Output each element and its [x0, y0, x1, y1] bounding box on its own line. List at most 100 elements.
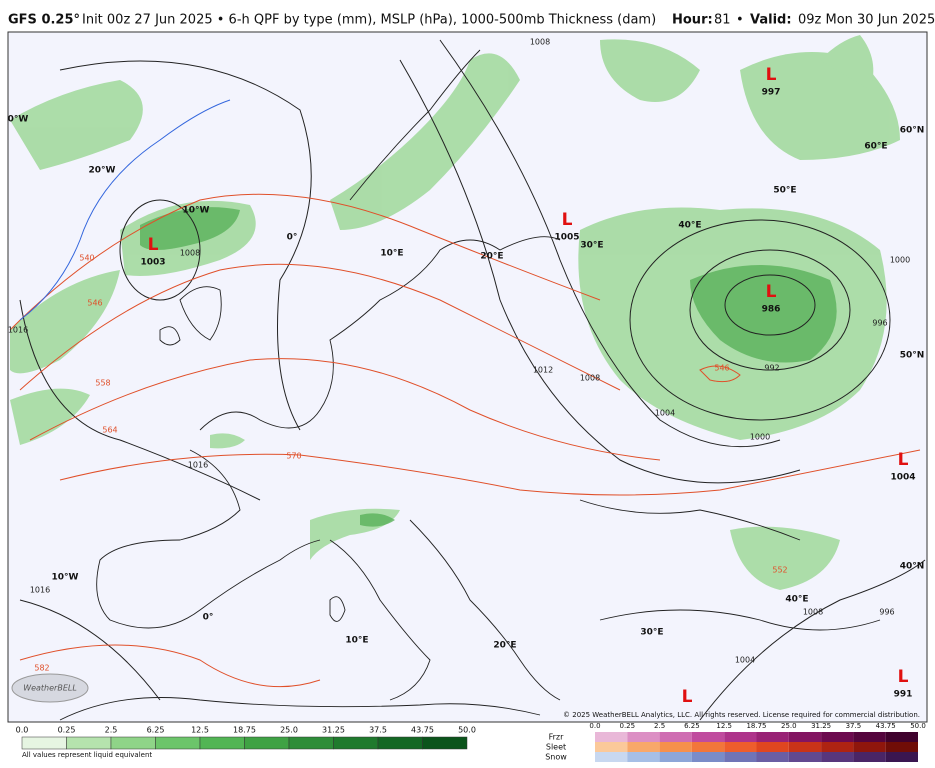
- rain-swatch: [155, 736, 201, 750]
- mixed-swatch: [821, 732, 854, 742]
- isobar-label: 1008: [803, 608, 823, 617]
- mixed-swatch: [724, 732, 757, 742]
- mixed-swatch: [724, 752, 757, 762]
- isobar-label: 1016: [8, 326, 28, 335]
- mixed-tick: 50.0: [910, 722, 926, 730]
- rain-tick: 31.25: [322, 726, 345, 735]
- pressure-value: 997: [762, 88, 781, 98]
- map: L 1003 L 1005 L 997 L 986 L 1004 L 991 L 0°W 20°W 10°W 0…: [7, 31, 928, 723]
- mixed-swatch: [821, 742, 854, 752]
- rain-tick: 2.5: [105, 726, 118, 735]
- grid-label: 0°: [287, 233, 298, 243]
- grid-label: 50°N: [900, 351, 925, 361]
- grid-label: 20°E: [480, 252, 503, 262]
- grid-label: 30°E: [640, 628, 663, 638]
- isobars: [19, 39, 926, 721]
- precip-heavy: [140, 207, 837, 527]
- rain-tick: 6.25: [147, 726, 165, 735]
- grid-label: 10°E: [345, 636, 368, 646]
- grid-label: 10°E: [380, 249, 403, 259]
- mixed-swatch: [595, 742, 628, 752]
- mixed-tick: 31.25: [811, 722, 831, 730]
- isobar-label: 1000: [750, 433, 770, 442]
- thickness-label: 558: [95, 379, 110, 388]
- mixed-tick: 25.0: [781, 722, 797, 730]
- grid-label: 10°W: [183, 206, 210, 216]
- mixed-swatch: [595, 752, 628, 762]
- rain-swatch: [244, 736, 290, 750]
- mixed-swatch: [595, 732, 628, 742]
- separator: •: [736, 13, 744, 28]
- mixed-swatch: [885, 732, 918, 742]
- rain-tick: 12.5: [191, 726, 209, 735]
- legend: 0.0 0.25 2.5 6.25 12.5 18.75 25.0 31.25 37.5 43.7…: [11, 673, 926, 762]
- pressure-value: 1005: [554, 233, 579, 243]
- mixed-tick: 0.25: [620, 722, 636, 730]
- mixed-tick: 12.5: [716, 722, 732, 730]
- isobar-label: 1008: [530, 38, 550, 47]
- grid-label: 60°E: [864, 142, 887, 152]
- mixed-swatch: [659, 752, 692, 762]
- thickness-label: 582: [34, 664, 49, 673]
- rain-tick: 0.25: [58, 726, 76, 735]
- thickness-540: [19, 99, 231, 321]
- low-symbol: L: [148, 235, 159, 255]
- grid-label: 50°E: [773, 186, 796, 196]
- mixed-swatch: [659, 732, 692, 742]
- hour-label: Hour:: [672, 13, 713, 28]
- isobar-label: 1000: [890, 256, 910, 265]
- mixed-swatch: [885, 742, 918, 752]
- rain-swatch: [333, 736, 379, 750]
- rain-tick: 43.75: [411, 726, 434, 735]
- rain-tick: 25.0: [280, 726, 298, 735]
- mixed-swatch: [691, 742, 725, 752]
- rain-swatch: [288, 736, 334, 750]
- valid: 09z Mon 30 Jun 2025: [798, 13, 935, 28]
- low-symbol: L: [682, 687, 693, 707]
- thickness-lines: [9, 193, 921, 688]
- description: Init 00z 27 Jun 2025 • 6-h QPF by type (…: [82, 13, 656, 28]
- rain-swatch: [199, 736, 245, 750]
- low-symbol: L: [562, 210, 573, 230]
- mixed-tick: 0.0: [589, 722, 600, 730]
- isobar-label: 1008: [180, 249, 200, 258]
- precip-type: Sleet: [546, 743, 566, 752]
- mixed-swatch: [788, 732, 822, 742]
- precip-type: Snow: [545, 753, 567, 762]
- mixed-tick: 43.75: [876, 722, 896, 730]
- thickness-label: 564: [102, 426, 117, 435]
- thickness-label: 546: [87, 299, 102, 308]
- rain-tick: 37.5: [369, 726, 387, 735]
- mixed-swatch: [627, 752, 660, 762]
- low-symbol: L: [898, 667, 909, 687]
- pressure-value: 991: [894, 690, 913, 700]
- grid-label: 10°W: [52, 573, 79, 583]
- thickness-label: 546: [714, 364, 729, 373]
- hour: 81: [714, 13, 731, 28]
- isobar-label: 1004: [735, 656, 755, 665]
- pressure-value: 1004: [890, 473, 915, 483]
- logo: WeatherBELL: [23, 684, 77, 693]
- mixed-swatch: [691, 732, 725, 742]
- low-symbol: L: [766, 65, 777, 85]
- mixed-swatch: [627, 732, 660, 742]
- thickness-label: 570: [286, 452, 301, 461]
- low-symbol: L: [766, 282, 777, 302]
- mixed-swatch: [853, 742, 886, 752]
- mixed-swatch: [756, 752, 789, 762]
- rain-tick: 18.75: [233, 726, 256, 735]
- mixed-tick: 6.25: [684, 722, 700, 730]
- isobar-label: 992: [764, 364, 779, 373]
- low-symbol: L: [898, 450, 909, 470]
- mixed-swatch: [724, 742, 757, 752]
- grid-label: 20°W: [89, 166, 116, 176]
- rain-tick: 50.0: [458, 726, 476, 735]
- grid-label: 40°N: [900, 562, 925, 572]
- mixed-tick: 18.75: [746, 722, 766, 730]
- thickness-label: 552: [772, 566, 787, 575]
- pressure-value: 1003: [140, 258, 165, 268]
- mixed-swatch: [627, 742, 660, 752]
- mixed-tick: 2.5: [654, 722, 665, 730]
- mixed-swatch: [853, 752, 886, 762]
